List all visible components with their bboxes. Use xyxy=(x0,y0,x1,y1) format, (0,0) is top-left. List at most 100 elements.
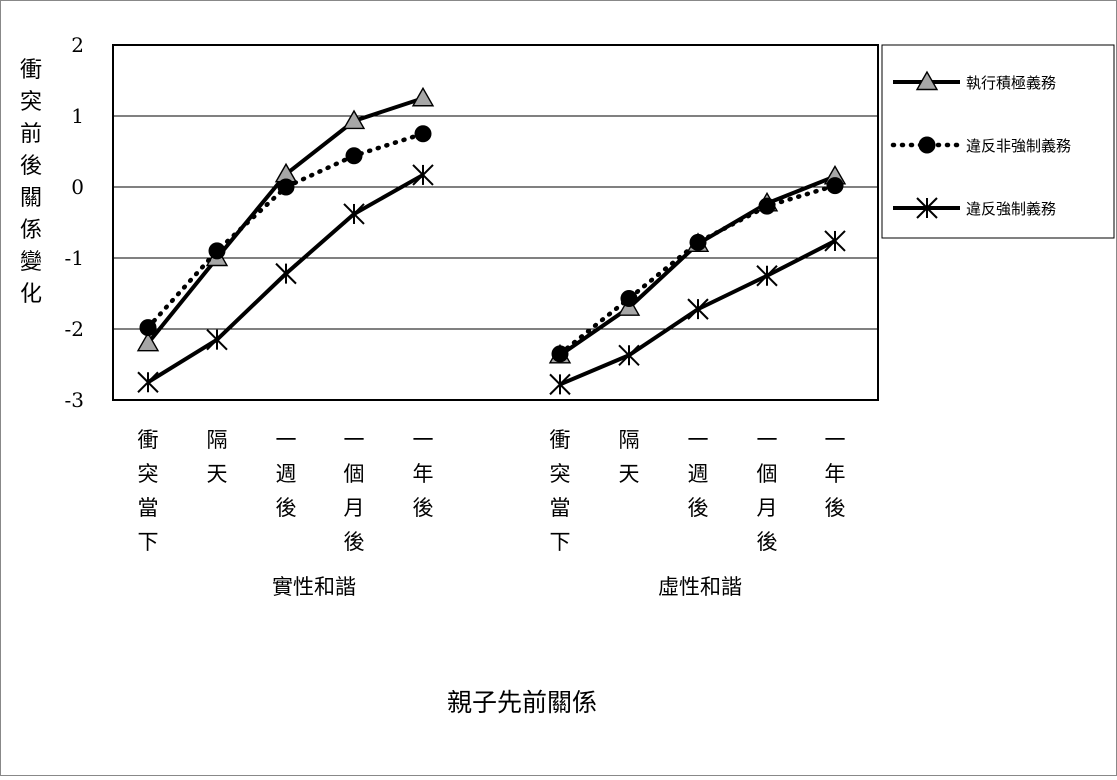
x-category-char: 下 xyxy=(138,530,159,554)
x-category-char: 一 xyxy=(757,428,778,452)
x-category-char: 週 xyxy=(688,462,709,486)
y-tick-label: -1 xyxy=(65,246,84,270)
x-category-char: 個 xyxy=(757,462,778,486)
x-category-char: 突 xyxy=(138,462,159,486)
x-category-label: 隔天 xyxy=(619,428,640,486)
y-tick-label: -3 xyxy=(65,388,84,412)
y-axis-label-char: 變 xyxy=(20,250,42,275)
y-tick-label: 1 xyxy=(71,104,84,128)
legend-label: 執行積極義務 xyxy=(966,74,1056,92)
x-group-label: 實性和諧 xyxy=(272,575,356,599)
legend-marker xyxy=(918,136,936,154)
data-point xyxy=(618,344,640,366)
y-axis-label-char: 關 xyxy=(20,186,42,211)
data-point xyxy=(277,178,295,196)
plot-area xyxy=(112,44,879,401)
x-category-char: 一 xyxy=(413,428,434,452)
y-tick-label: 0 xyxy=(71,175,84,199)
x-category-char: 後 xyxy=(344,530,365,554)
data-point xyxy=(689,233,707,251)
data-point xyxy=(343,203,365,225)
y-axis-label-char: 突 xyxy=(20,90,42,115)
legend-label: 違反強制義務 xyxy=(966,200,1056,218)
x-category-char: 後 xyxy=(276,496,297,520)
x-category-char: 一 xyxy=(825,428,846,452)
y-tick-label: 2 xyxy=(71,33,84,57)
x-category-char: 後 xyxy=(688,496,709,520)
x-category-char: 天 xyxy=(207,462,228,486)
legend-entry: 違反強制義務 xyxy=(893,197,1056,219)
data-point xyxy=(758,197,776,215)
data-point xyxy=(824,230,846,252)
data-point xyxy=(137,371,159,393)
x-category-char: 月 xyxy=(757,496,778,520)
data-point xyxy=(136,331,160,352)
x-axis-label: 親子先前關係 xyxy=(447,688,597,717)
y-axis-label-char: 後 xyxy=(20,154,42,179)
x-category-char: 下 xyxy=(550,530,571,554)
x-category-label: 一週後 xyxy=(276,428,297,520)
x-category-char: 當 xyxy=(138,496,159,520)
x-category-label: 一年後 xyxy=(413,428,434,520)
series-2 xyxy=(139,125,844,363)
y-tick-labels: 2 1 0 -1 -2 -3 xyxy=(65,33,84,412)
x-category-char: 後 xyxy=(757,530,778,554)
data-point xyxy=(620,289,638,307)
x-category-char: 一 xyxy=(276,428,297,452)
data-point xyxy=(411,86,435,107)
data-point xyxy=(206,328,228,351)
x-category-label: 隔天 xyxy=(207,428,228,486)
legend-entry: 執行積極義務 xyxy=(893,70,1056,92)
x-category-char: 月 xyxy=(344,496,365,520)
x-category-char: 個 xyxy=(344,462,365,486)
x-group-labels: 實性和諧 虛性和諧 xyxy=(272,575,742,599)
x-group-label: 虛性和諧 xyxy=(658,575,742,599)
series-line xyxy=(557,183,838,357)
x-category-char: 隔 xyxy=(619,428,640,452)
data-point xyxy=(275,262,297,285)
x-category-char: 衝 xyxy=(550,428,571,452)
gridlines xyxy=(113,115,878,330)
data-point xyxy=(551,345,569,363)
y-axis-label-char: 化 xyxy=(20,282,42,307)
data-point xyxy=(412,164,434,186)
data-point xyxy=(756,265,778,287)
data-point xyxy=(208,242,226,260)
y-tick-label: -2 xyxy=(65,317,84,341)
x-category-char: 年 xyxy=(413,462,434,486)
x-category-char: 一 xyxy=(344,428,365,452)
y-axis-label-char: 前 xyxy=(20,122,42,147)
x-category-label: 一週後 xyxy=(688,428,709,520)
legend-label: 違反非強制義務 xyxy=(966,137,1071,155)
data-point xyxy=(826,177,844,195)
data-point xyxy=(549,373,571,396)
x-category-char: 衝 xyxy=(138,428,159,452)
x-category-char: 一 xyxy=(688,428,709,452)
data-point xyxy=(342,109,366,130)
data-point xyxy=(687,298,709,320)
x-category-char: 天 xyxy=(619,462,640,486)
x-category-char: 當 xyxy=(550,496,571,520)
x-category-char: 後 xyxy=(825,496,846,520)
data-point xyxy=(345,147,363,165)
x-category-char: 後 xyxy=(413,496,434,520)
data-point xyxy=(139,319,157,337)
series-layer xyxy=(136,86,847,396)
legend-entry: 違反非強制義務 xyxy=(890,136,1071,155)
x-category-char: 年 xyxy=(825,462,846,486)
x-category-char: 隔 xyxy=(207,428,228,452)
legend-marker xyxy=(916,197,938,219)
data-point xyxy=(414,125,432,143)
y-axis-label-char: 係 xyxy=(20,218,42,243)
y-axis-label-char: 衝 xyxy=(20,58,42,83)
x-category-char: 突 xyxy=(550,462,571,486)
